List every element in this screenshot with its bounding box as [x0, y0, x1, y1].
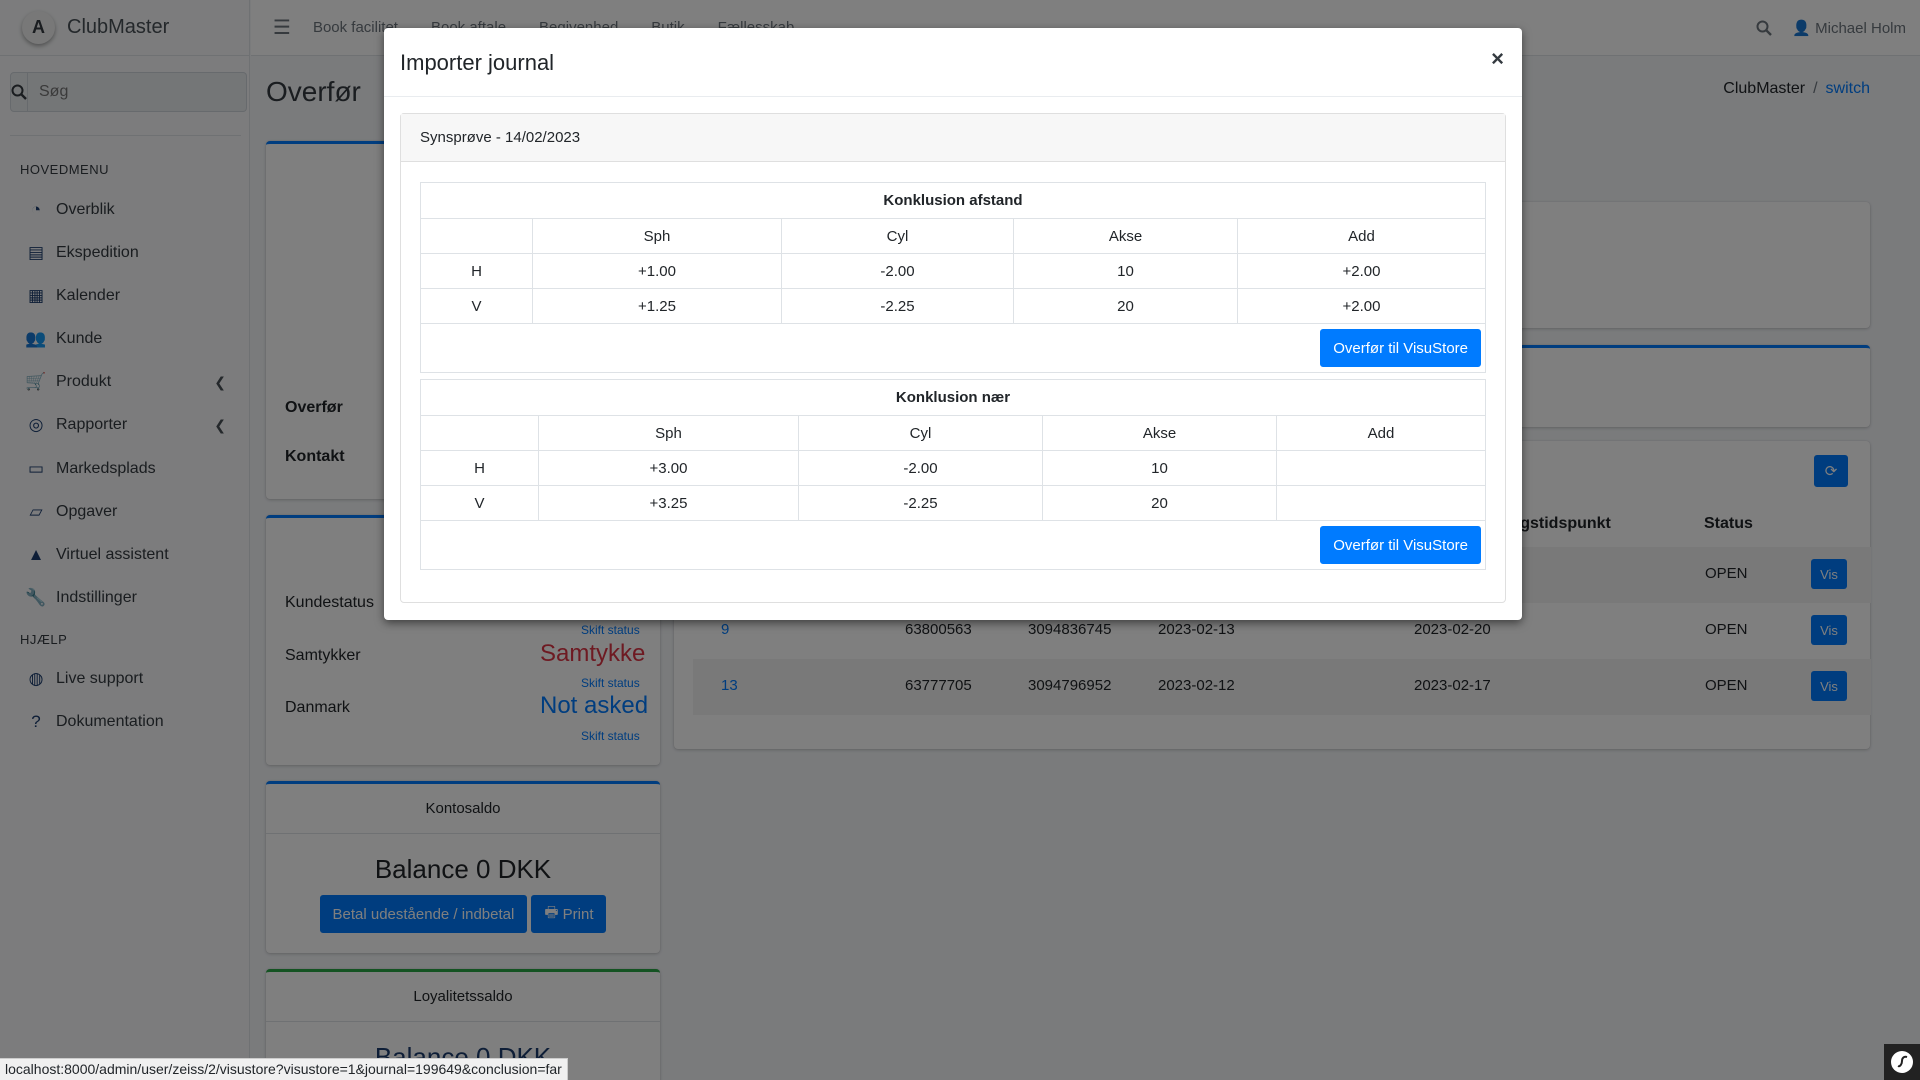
sph-cell: +1.00 — [533, 254, 782, 288]
near-footer: Overfør til VisuStore — [421, 521, 1485, 569]
distance-header-row: Sph Cyl Akse Add — [421, 219, 1485, 254]
distance-table: Konklusion afstand Sph Cyl Akse Add H +1… — [420, 182, 1486, 373]
browser-status-url: localhost:8000/admin/user/zeiss/2/visust… — [0, 1058, 568, 1080]
distance-row-h: H +1.00 -2.00 10 +2.00 — [421, 254, 1485, 289]
eye-cell: H — [421, 451, 539, 485]
near-table: Konklusion nær Sph Cyl Akse Add H +3.00 … — [420, 379, 1486, 570]
symfony-icon — [1891, 1051, 1913, 1073]
header-akse: Akse — [1043, 416, 1277, 450]
akse-cell: 10 — [1014, 254, 1238, 288]
header-cyl: Cyl — [799, 416, 1043, 450]
eye-cell: H — [421, 254, 533, 288]
transfer-near-button[interactable]: Overfør til VisuStore — [1320, 526, 1481, 564]
header-cyl: Cyl — [782, 219, 1014, 253]
sph-cell: +1.25 — [533, 289, 782, 323]
add-cell — [1277, 451, 1485, 485]
distance-title: Konklusion afstand — [421, 183, 1485, 219]
cyl-cell: -2.25 — [782, 289, 1014, 323]
header-cell — [421, 219, 533, 253]
akse-cell: 10 — [1043, 451, 1277, 485]
distance-footer: Overfør til VisuStore — [421, 324, 1485, 372]
cyl-cell: -2.00 — [782, 254, 1014, 288]
header-add: Add — [1348, 227, 1375, 245]
close-icon[interactable]: × — [1491, 46, 1504, 71]
akse-cell: 20 — [1014, 289, 1238, 323]
near-title: Konklusion nær — [421, 380, 1485, 416]
journal-card-header: Synsprøve - 14/02/2023 — [401, 114, 1505, 162]
add-cell: +2.00 — [1342, 297, 1381, 315]
import-journal-modal: Importer journal × Synsprøve - 14/02/202… — [384, 28, 1522, 620]
near-row-h: H +3.00 -2.00 10 — [421, 451, 1485, 486]
sph-cell: +3.00 — [539, 451, 799, 485]
header-sph: Sph — [533, 219, 782, 253]
add-cell — [1277, 486, 1485, 520]
symfony-toolbar-icon[interactable] — [1884, 1044, 1920, 1080]
near-header-row: Sph Cyl Akse Add — [421, 416, 1485, 451]
near-row-v: V +3.25 -2.25 20 — [421, 486, 1485, 521]
eye-cell: V — [421, 486, 539, 520]
header-sph: Sph — [539, 416, 799, 450]
distance-row-v: V +1.25 -2.25 20 +2.00 — [421, 289, 1485, 324]
header-akse: Akse — [1014, 219, 1238, 253]
cyl-cell: -2.25 — [799, 486, 1043, 520]
header-cell — [421, 416, 539, 450]
sph-cell: +3.25 — [539, 486, 799, 520]
modal-header: Importer journal × — [384, 28, 1522, 97]
eye-cell: V — [421, 289, 533, 323]
journal-card: Synsprøve - 14/02/2023 Konklusion afstan… — [400, 113, 1506, 603]
add-cell: +2.00 — [1342, 262, 1381, 280]
cyl-cell: -2.00 — [799, 451, 1043, 485]
header-add: Add — [1367, 424, 1395, 442]
akse-cell: 20 — [1043, 486, 1277, 520]
transfer-distance-button[interactable]: Overfør til VisuStore — [1320, 329, 1481, 367]
modal-title: Importer journal — [400, 50, 555, 75]
